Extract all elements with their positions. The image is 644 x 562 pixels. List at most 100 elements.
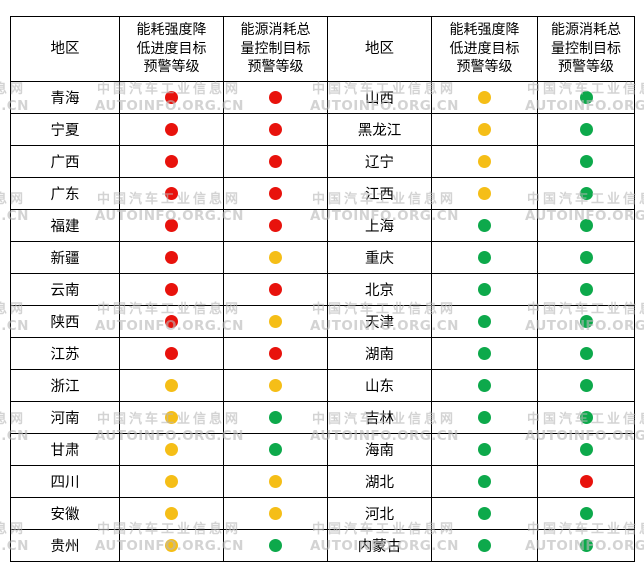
total-warning-left: [223, 401, 328, 434]
region-name-left: 新疆: [10, 241, 120, 274]
table-row: 新疆 重庆: [10, 241, 635, 274]
warning-dot-yellow: [165, 410, 178, 424]
region-name-left: 广西: [10, 145, 120, 178]
total-warning-right: [537, 433, 635, 466]
region-name-right: 山东: [327, 369, 432, 402]
warning-dot-green: [269, 442, 282, 456]
header-region-left: 地区: [10, 16, 120, 82]
warning-dot-red: [165, 154, 178, 168]
warning-dot-green: [579, 154, 593, 168]
total-warning-left: [223, 273, 328, 306]
header-intensity-right-line3: 预警等级: [456, 59, 513, 76]
total-warning-right: [537, 497, 635, 530]
warning-dot-green: [478, 314, 491, 328]
total-warning-left: [223, 497, 328, 530]
total-warning-right: [537, 273, 635, 306]
warning-dot-green: [579, 186, 593, 200]
table-row: 青海 山西: [10, 81, 635, 114]
warning-dot-green: [478, 538, 491, 552]
intensity-warning-left: [119, 497, 224, 530]
warning-dot-green: [478, 282, 491, 296]
energy-warning-table: 地区 能耗强度降 低进度目标 预警等级 能源消耗总 量控制目标 预警等级 地区 …: [10, 16, 635, 562]
table-row: 广东 江西: [10, 177, 635, 210]
region-name-left: 浙江: [10, 369, 120, 402]
header-intensity-right-line2: 低进度目标: [449, 40, 520, 57]
warning-dot-green: [579, 90, 593, 104]
header-total-left-line3: 预警等级: [247, 59, 304, 76]
header-intensity-left-line3: 预警等级: [143, 59, 200, 76]
warning-dot-red: [269, 282, 282, 296]
table-body: 青海 山西 宁夏 黑龙江 广西 辽宁 广东 江西 福建 上海 新疆 重庆 云南 北京 陕西 天津 江苏 湖南 浙江 山…: [10, 81, 635, 562]
intensity-warning-left: [119, 433, 224, 466]
table-row: 宁夏 黑龙江: [10, 113, 635, 146]
intensity-warning-right: [431, 369, 538, 402]
warning-dot-yellow: [165, 506, 178, 520]
table-row: 甘肃 海南: [10, 433, 635, 466]
intensity-warning-right: [431, 113, 538, 146]
region-name-right: 天津: [327, 305, 432, 338]
intensity-warning-left: [119, 401, 224, 434]
region-name-left: 陕西: [10, 305, 120, 338]
table-row: 福建 上海: [10, 209, 635, 242]
warning-dot-green: [478, 506, 491, 520]
header-total-right: 能源消耗总 量控制目标 预警等级: [537, 16, 635, 82]
warning-dot-green: [478, 474, 491, 488]
intensity-warning-right: [431, 145, 538, 178]
total-warning-left: [223, 81, 328, 114]
watermark-english-text: AUTOINFO.ORG.CN: [310, 0, 459, 4]
warning-dot-red: [165, 218, 178, 232]
warning-dot-green: [478, 250, 491, 264]
intensity-warning-left: [119, 305, 224, 338]
warning-dot-green: [579, 346, 593, 360]
total-warning-right: [537, 305, 635, 338]
total-warning-left: [223, 209, 328, 242]
region-name-right: 辽宁: [327, 145, 432, 178]
header-intensity-right-line1: 能耗强度降: [449, 21, 520, 38]
header-total-right-line1: 能源消耗总: [551, 21, 621, 38]
region-name-left: 广东: [10, 177, 120, 210]
total-warning-left: [223, 113, 328, 146]
warning-dot-red: [165, 314, 178, 328]
intensity-warning-right: [431, 273, 538, 306]
warning-dot-red: [165, 250, 178, 264]
warning-dot-red: [269, 90, 282, 104]
table-header: 地区 能耗强度降 低进度目标 预警等级 能源消耗总 量控制目标 预警等级 地区 …: [10, 16, 635, 82]
warning-dot-green: [269, 538, 282, 552]
region-name-left: 宁夏: [10, 113, 120, 146]
intensity-warning-right: [431, 401, 538, 434]
warning-dot-green: [579, 218, 593, 232]
warning-dot-green: [579, 506, 593, 520]
warning-dot-red: [269, 122, 282, 136]
header-total-left-line1: 能源消耗总: [240, 21, 311, 38]
table-row: 贵州 内蒙古: [10, 529, 635, 562]
region-name-right: 海南: [327, 433, 432, 466]
region-name-right: 北京: [327, 273, 432, 306]
total-warning-right: [537, 337, 635, 370]
header-region-right: 地区: [327, 16, 432, 82]
intensity-warning-right: [431, 305, 538, 338]
total-warning-left: [223, 465, 328, 498]
warning-dot-green: [478, 442, 491, 456]
region-name-right: 江西: [327, 177, 432, 210]
intensity-warning-right: [431, 465, 538, 498]
warning-dot-red: [165, 346, 178, 360]
region-name-right: 重庆: [327, 241, 432, 274]
region-name-right: 上海: [327, 209, 432, 242]
intensity-warning-right: [431, 337, 538, 370]
region-name-left: 江苏: [10, 337, 120, 370]
total-warning-right: [537, 177, 635, 210]
total-warning-right: [537, 241, 635, 274]
total-warning-right: [537, 209, 635, 242]
region-name-right: 内蒙古: [327, 529, 432, 562]
warning-dot-green: [478, 410, 491, 424]
region-name-right: 湖北: [327, 465, 432, 498]
total-warning-left: [223, 241, 328, 274]
region-name-right: 湖南: [327, 337, 432, 370]
watermark-english-text: AUTOINFO.ORG.CN: [525, 0, 644, 4]
warning-dot-red: [269, 218, 282, 232]
total-warning-right: [537, 145, 635, 178]
region-name-right: 黑龙江: [327, 113, 432, 146]
total-warning-left: [223, 145, 328, 178]
warning-dot-yellow: [165, 378, 178, 392]
warning-dot-yellow: [165, 538, 178, 552]
